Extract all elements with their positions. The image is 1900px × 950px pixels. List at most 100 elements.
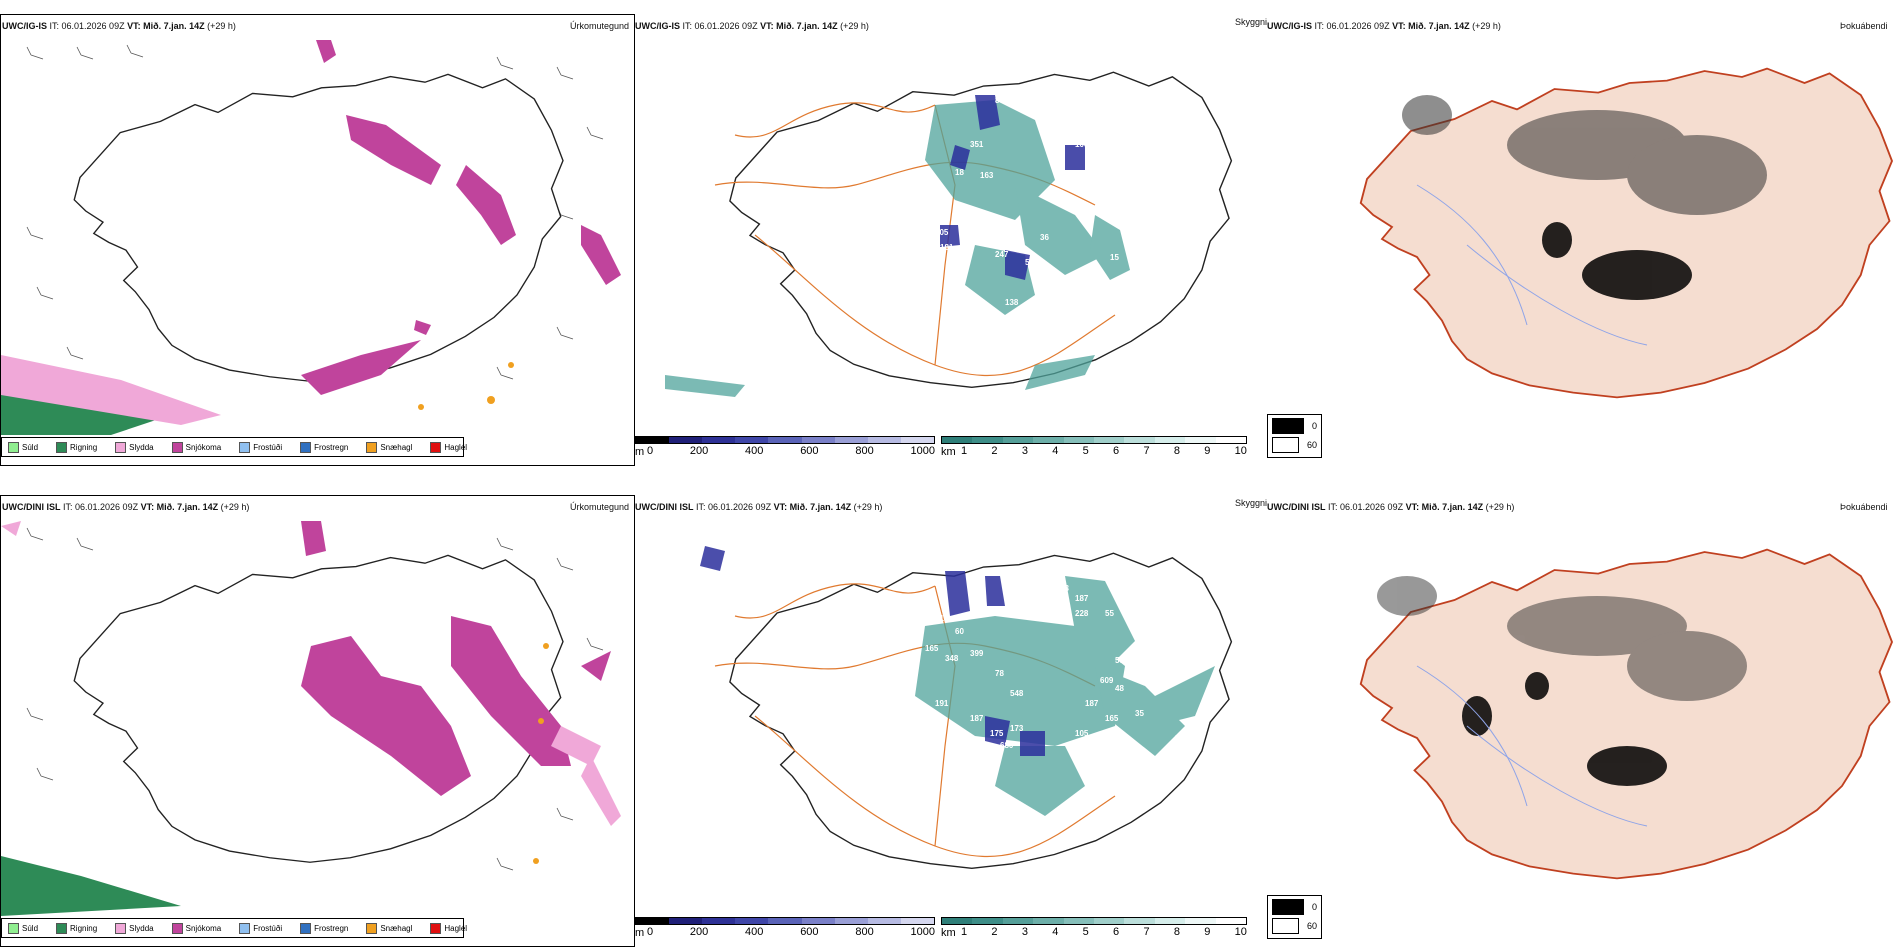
legend-swatch [115, 441, 127, 453]
ceiling-unit: m [635, 927, 645, 939]
ceiling-tick-label: 400 [745, 926, 764, 938]
ceiling-label: 399 [970, 649, 984, 658]
init-time: IT: 06.01.2026 09Z [696, 502, 772, 512]
ceiling-label: 18 [955, 168, 964, 177]
ceiling-label: 106 [1075, 140, 1089, 149]
legend-label: Frostregn [314, 442, 349, 452]
legend-swatch [239, 922, 251, 934]
ceiling-label: 35 [1135, 709, 1144, 718]
ceiling-label: 187 [970, 714, 984, 723]
ceiling-label: 548 [1010, 689, 1024, 698]
legend-item-slydda: Slydda [115, 922, 154, 934]
river-lines [1416, 665, 1648, 827]
model-name: UWC/IG-IS [1267, 21, 1312, 31]
precip-map [1, 521, 621, 916]
legend-item-rigning: Rigning [56, 922, 97, 934]
ceiling-labels: 27 73 187 228 55 91 60 165 399 348 78 55 609 548 187 48… [925, 569, 1184, 808]
model-name: UWC/DINI ISL [635, 502, 694, 512]
model-name: UWC/IG-IS [2, 21, 47, 31]
lead-time: (+29 h) [220, 502, 250, 512]
valid-time: Mið. 7.jan. 14Z [1408, 21, 1470, 31]
ceiling-label: 165 [1105, 714, 1119, 723]
legend-swatch [171, 441, 183, 453]
vis-tick-label: 8 [1173, 926, 1180, 938]
ceiling-tick-label: 400 [745, 445, 764, 457]
init-time: IT: 06.01.2026 09Z [682, 21, 758, 31]
valid-label: VT: [127, 21, 141, 31]
vis-tick-label: 6 [1113, 445, 1120, 457]
ceiling-label: 609 [1100, 676, 1114, 685]
legend-item-slydda: Slydda [115, 441, 154, 453]
valid-label: VT: [140, 502, 155, 512]
ceiling-label: 15 [1110, 253, 1119, 262]
map-frame [0, 495, 635, 947]
low-vis-areas [915, 576, 1215, 816]
ceiling-tick-label: 200 [689, 445, 709, 457]
ceiling-label: 48 [1115, 684, 1124, 693]
model-name: UWC/DINI ISL [1267, 502, 1326, 512]
lead-time: (+29 h) [1472, 21, 1501, 31]
ceiling-label: 137 [925, 714, 939, 723]
legend-label: Súld [22, 442, 39, 452]
snow-areas [301, 40, 621, 395]
vis-tick-label: 3 [1021, 445, 1028, 457]
ceiling-tick-label: 1000 [910, 445, 935, 457]
fog-legend-high: 0 [1272, 899, 1317, 915]
ceiling-label: 138 [1005, 298, 1019, 307]
legend-item-snjókoma: Snjókoma [171, 922, 222, 934]
graupel-dots [418, 362, 514, 410]
legend-item-frostúði: Frostúði [239, 922, 282, 934]
vis-tick-label: 5 [1082, 445, 1089, 457]
legend-item-frostregn: Frostregn [300, 441, 349, 453]
vis-tick-label: 10 [1234, 926, 1247, 938]
visibility-map: 88 89 106 29 351 87 52 163 18 52 15 105 36 181 247 50 13… [665, 71, 1233, 397]
legend-label: Rigning [70, 442, 98, 452]
snow-areas [301, 521, 611, 796]
product-name: Skyggni [1234, 498, 1267, 508]
fog-shading [1377, 576, 1747, 701]
fog-legend-high-label: 0 [1311, 902, 1317, 912]
fog-map [1359, 67, 1893, 399]
init-time: IT: 06.01.2026 09Z [63, 502, 139, 512]
vis-tick-label: 4 [1052, 926, 1059, 938]
legend-label: Frostúði [253, 442, 283, 452]
legend-label: Slydda [129, 442, 154, 452]
fog-core [1542, 222, 1692, 300]
ceiling-label: 105 [935, 228, 949, 237]
valid-label: VT: [773, 502, 788, 512]
legend-item-frostregn: Frostregn [300, 922, 348, 934]
vis-tick-label: 7 [1143, 926, 1150, 938]
lead-time: (+29 h) [1485, 502, 1515, 512]
legend-swatch [300, 441, 312, 453]
ceiling-label: 78 [995, 669, 1004, 678]
ceiling-tick-label: 200 [689, 926, 709, 938]
panel-title: UWC/DINI ISL IT: 06.01.2026 09Z VT: Mið.… [635, 502, 882, 512]
ceiling-colorbar: 0 200 400 600 800 1000 [635, 917, 935, 938]
visibility-colorbar: 1 2 3 4 5 6 7 8 9 10 [941, 917, 1247, 938]
legend-swatch [56, 441, 68, 453]
legend-item-snjókoma: Snjókoma [171, 441, 221, 453]
ceiling-label: 88 [975, 88, 984, 97]
ceiling-label: 55 [1115, 656, 1124, 665]
panel-top-fog-index: UWC/IG-IS IT: 06.01.2026 09Z VT: Mið. 7.… [1267, 0, 1900, 470]
sleet-areas [1, 521, 621, 826]
ceiling-tick-label: 800 [855, 926, 874, 938]
visibility-map: 27 73 187 228 55 91 60 165 399 348 78 55 609 548 187 48… [700, 546, 1233, 870]
fog-legend-low: 60 [1272, 437, 1317, 453]
legend-label: Súld [22, 923, 39, 933]
ceiling-label: 87 [1100, 158, 1109, 167]
ceiling-label: 52 [980, 213, 989, 222]
ceiling-label: 27 [1065, 569, 1074, 578]
legend-label: Snjókoma [185, 923, 222, 933]
legend-label: Haglél [444, 442, 468, 452]
legend-item-haglél: Haglél [430, 441, 468, 453]
valid-time: Mið. 7.jan. 14Z [143, 21, 205, 31]
valid-time: Mið. 7.jan. 14Z [789, 502, 852, 512]
ceiling-label: 105 [1075, 729, 1089, 738]
valid-label: VT: [1392, 21, 1406, 31]
ceiling-label: 351 [970, 140, 984, 149]
lead-time: (+29 h) [840, 21, 869, 31]
legend-swatch [239, 441, 251, 453]
low-ceiling-areas [940, 95, 1085, 280]
product-name: Úrkomutegund [569, 502, 629, 512]
